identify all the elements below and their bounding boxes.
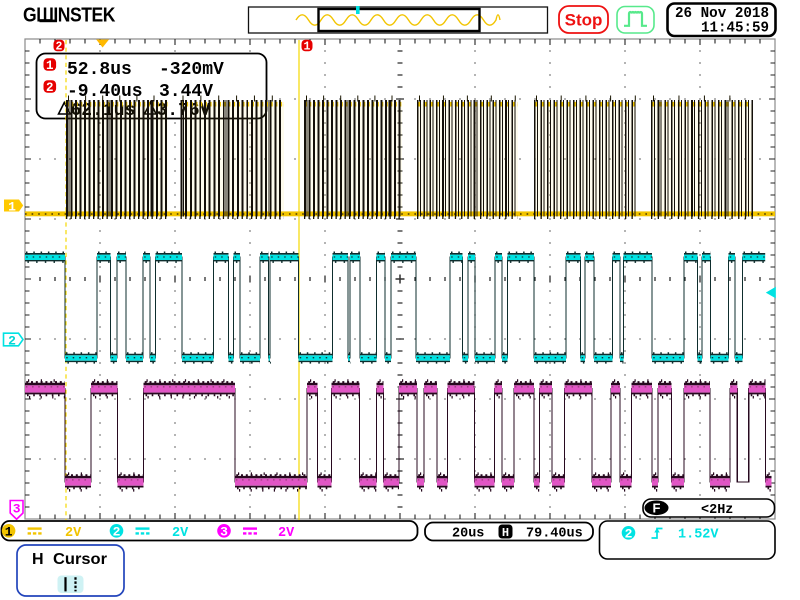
svg-text:2V: 2V — [172, 526, 189, 541]
svg-text:1: 1 — [304, 40, 311, 53]
svg-text:H: H — [32, 551, 44, 568]
svg-text:3: 3 — [220, 525, 228, 540]
svg-text:20us: 20us — [452, 526, 484, 541]
svg-text:1: 1 — [8, 199, 16, 214]
svg-text:1: 1 — [46, 59, 54, 73]
svg-text:3: 3 — [13, 502, 21, 517]
svg-text:2: 2 — [625, 527, 633, 542]
svg-text:GШINSTEK: GШINSTEK — [23, 5, 116, 27]
svg-text:2: 2 — [8, 334, 16, 349]
svg-text:26 Nov 2018: 26 Nov 2018 — [675, 6, 769, 22]
svg-text:F: F — [653, 500, 661, 515]
svg-text:2: 2 — [46, 81, 54, 95]
svg-text:H: H — [502, 526, 509, 540]
svg-text:Stop: Stop — [565, 11, 603, 30]
svg-text:2: 2 — [113, 525, 121, 540]
svg-text:2V: 2V — [65, 526, 82, 541]
svg-text:52.8us: 52.8us — [67, 60, 132, 80]
svg-text:-9.40us: -9.40us — [67, 82, 143, 102]
svg-text:1.52V: 1.52V — [678, 528, 719, 543]
svg-text:79.40us: 79.40us — [526, 526, 583, 541]
svg-text:2: 2 — [56, 40, 63, 53]
svg-text:1: 1 — [5, 525, 13, 540]
svg-text:<2Hz: <2Hz — [701, 503, 733, 518]
svg-text:Cursor: Cursor — [53, 551, 107, 568]
svg-text:-320mV: -320mV — [159, 60, 224, 80]
svg-text:11:45:59: 11:45:59 — [701, 21, 769, 37]
svg-text:2V: 2V — [278, 526, 295, 541]
svg-text:3.44V: 3.44V — [159, 82, 213, 102]
